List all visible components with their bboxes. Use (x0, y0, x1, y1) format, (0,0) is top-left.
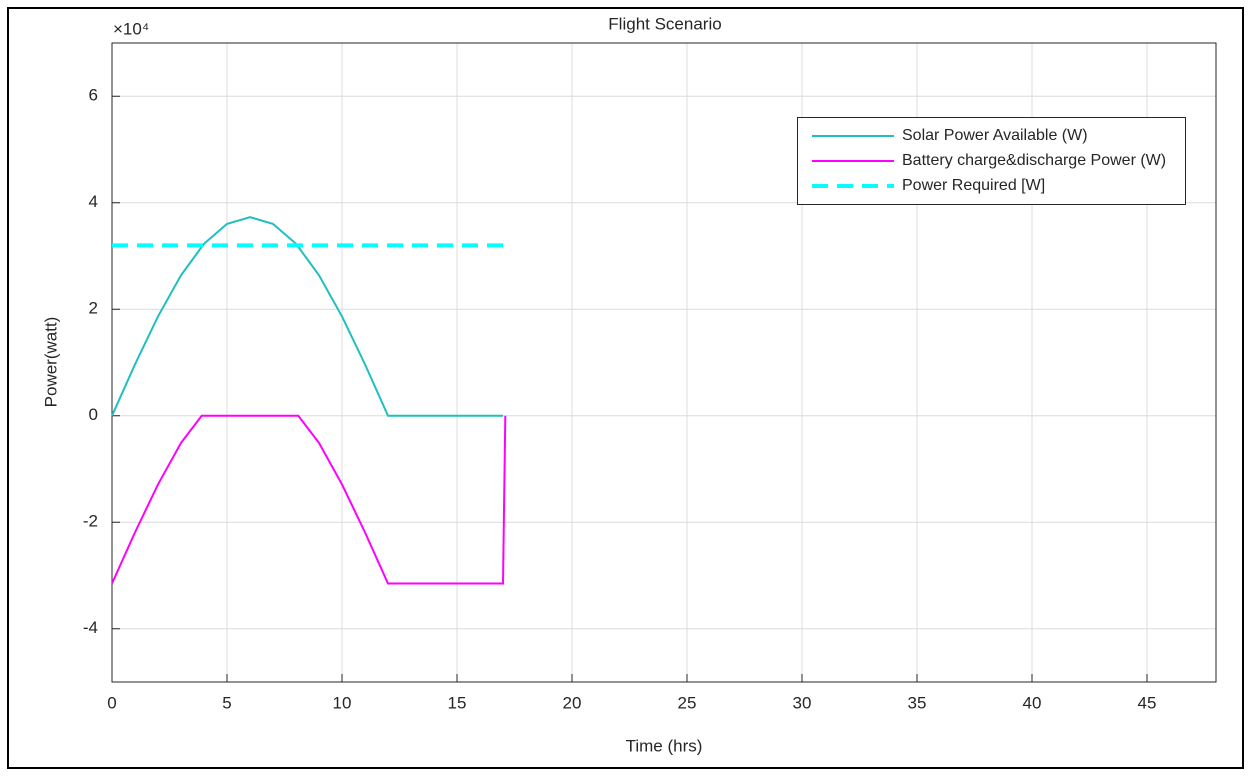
y-tick-label: 2 (89, 299, 98, 318)
chart-title: Flight Scenario (608, 14, 721, 33)
x-tick-label: 20 (563, 693, 582, 712)
y-tick-label: -4 (83, 618, 98, 637)
legend-label: Battery charge&discharge Power (W) (902, 152, 1167, 169)
legend-entry: Solar Power Available (W) (798, 125, 1185, 147)
legend-swatch (812, 160, 894, 162)
x-axis-label: Time (hrs) (626, 736, 703, 755)
y-tick-label: 6 (89, 86, 98, 105)
y-tick-label: 4 (89, 192, 98, 211)
x-tick-label: 45 (1138, 693, 1157, 712)
legend-entry: Power Required [W] (798, 175, 1185, 197)
x-tick-label: 40 (1023, 693, 1042, 712)
x-tick-label: 15 (448, 693, 467, 712)
legend-entry: Battery charge&discharge Power (W) (798, 150, 1185, 172)
x-tick-label: 5 (222, 693, 231, 712)
legend: Solar Power Available (W) Battery charge&… (797, 117, 1186, 205)
legend-label: Power Required [W] (902, 177, 1046, 194)
y-axis-label: Power(watt) (41, 317, 60, 408)
x-tick-label: 0 (107, 693, 116, 712)
x-tick-label: 35 (908, 693, 927, 712)
y-multiplier: ×10⁴ (113, 19, 149, 38)
series-line (111, 414, 507, 585)
legend-swatch (812, 135, 894, 137)
y-tick-label: 0 (89, 405, 98, 424)
y-tick-label: -2 (83, 512, 98, 531)
legend-swatch (812, 184, 894, 188)
x-tick-label: 10 (333, 693, 352, 712)
x-tick-label: 25 (678, 693, 697, 712)
plot-border (111, 42, 1217, 683)
series-line (111, 216, 503, 417)
x-tick-label: 30 (793, 693, 812, 712)
legend-label: Solar Power Available (W) (902, 127, 1088, 144)
